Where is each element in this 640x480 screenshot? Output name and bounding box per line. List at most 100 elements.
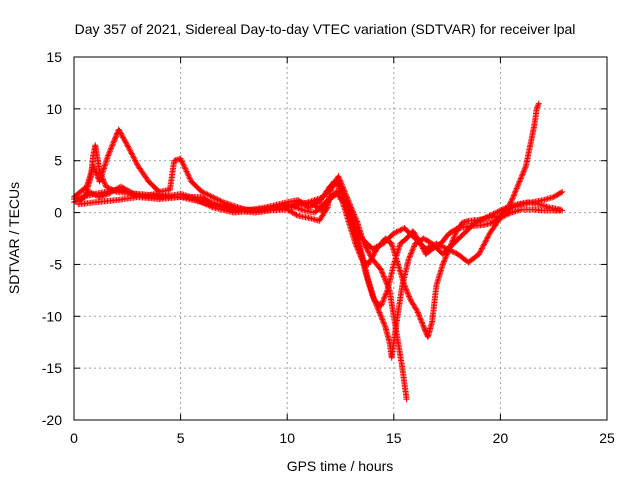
data-point bbox=[441, 258, 447, 265]
data-point bbox=[381, 320, 388, 327]
data-point bbox=[186, 175, 193, 182]
data-point bbox=[517, 177, 524, 183]
data-point bbox=[484, 234, 491, 241]
data-point bbox=[406, 253, 413, 260]
data-point bbox=[365, 249, 372, 256]
x-tick-label: 20 bbox=[493, 430, 509, 446]
data-point bbox=[127, 149, 134, 156]
data-point bbox=[107, 146, 114, 153]
x-tick-label: 15 bbox=[386, 430, 402, 446]
data-point bbox=[365, 260, 372, 267]
y-tick-label: -5 bbox=[50, 256, 63, 272]
data-point bbox=[476, 251, 483, 258]
data-point bbox=[354, 218, 360, 225]
data-point bbox=[182, 165, 189, 172]
data-point bbox=[206, 192, 212, 199]
data-point bbox=[93, 171, 100, 178]
data-point bbox=[476, 249, 483, 256]
data-point bbox=[374, 303, 381, 310]
data-point bbox=[106, 149, 113, 156]
data-point bbox=[511, 189, 518, 196]
data-point bbox=[122, 138, 129, 145]
y-tick-label: -20 bbox=[42, 412, 62, 428]
data-point bbox=[370, 295, 377, 302]
data-point bbox=[210, 194, 217, 201]
data-point bbox=[370, 251, 377, 258]
data-point bbox=[506, 210, 513, 217]
data-point bbox=[471, 219, 478, 226]
data-point bbox=[375, 306, 382, 313]
data-point bbox=[440, 260, 447, 266]
data-point bbox=[450, 249, 457, 256]
data-point bbox=[361, 242, 368, 248]
data-point bbox=[372, 248, 379, 255]
series-arc-5 bbox=[71, 186, 564, 361]
data-point bbox=[390, 230, 397, 237]
data-point bbox=[362, 243, 369, 250]
data-point bbox=[370, 252, 377, 259]
data-point bbox=[414, 309, 421, 316]
data-point bbox=[533, 105, 540, 112]
data-point bbox=[130, 153, 136, 160]
data-series bbox=[71, 100, 566, 403]
data-point bbox=[483, 214, 490, 221]
data-point bbox=[121, 137, 128, 143]
data-point bbox=[92, 168, 99, 175]
data-point bbox=[379, 270, 386, 277]
data-point bbox=[115, 126, 122, 133]
y-tick-label: 10 bbox=[46, 101, 62, 117]
data-point bbox=[413, 306, 420, 313]
data-point bbox=[378, 313, 385, 320]
plot-frame bbox=[73, 56, 608, 421]
data-point bbox=[372, 299, 379, 306]
data-point bbox=[481, 215, 488, 222]
data-point bbox=[439, 261, 446, 268]
data-point bbox=[452, 231, 458, 238]
data-point bbox=[105, 152, 112, 159]
data-point bbox=[477, 217, 484, 224]
data-point bbox=[365, 248, 372, 255]
data-point bbox=[509, 195, 516, 202]
data-point bbox=[132, 192, 139, 199]
data-point bbox=[481, 241, 488, 248]
data-point bbox=[124, 188, 131, 195]
data-point bbox=[510, 192, 517, 199]
data-point bbox=[130, 154, 137, 161]
data-point bbox=[482, 214, 489, 221]
data-point bbox=[516, 179, 522, 186]
data-point bbox=[181, 164, 188, 171]
x-tick-label: 5 bbox=[177, 430, 185, 446]
data-point bbox=[397, 227, 404, 234]
data-point bbox=[129, 151, 136, 158]
data-point bbox=[336, 176, 343, 183]
data-point bbox=[119, 133, 126, 140]
data-point bbox=[339, 193, 346, 200]
data-point bbox=[377, 310, 383, 317]
data-point bbox=[363, 245, 370, 252]
x-tick-label: 25 bbox=[599, 430, 615, 446]
data-point bbox=[418, 242, 425, 249]
data-point bbox=[180, 162, 187, 169]
data-point bbox=[117, 129, 124, 136]
data-point bbox=[375, 308, 382, 315]
data-point bbox=[179, 159, 186, 166]
data-point bbox=[185, 172, 192, 179]
data-point bbox=[535, 102, 542, 108]
data-point bbox=[373, 301, 379, 307]
data-point bbox=[293, 211, 300, 218]
data-point bbox=[381, 294, 388, 301]
y-axis-label: SDTVAR / TECUs bbox=[6, 182, 22, 294]
data-point bbox=[203, 190, 210, 197]
chart-title: Day 357 of 2021, Sidereal Day-to-day VTE… bbox=[75, 21, 576, 37]
data-point bbox=[129, 191, 136, 198]
y-tick-label: 0 bbox=[54, 205, 62, 221]
data-point bbox=[101, 180, 108, 187]
data-point bbox=[371, 296, 378, 303]
data-point bbox=[110, 139, 117, 146]
data-point bbox=[341, 198, 348, 205]
data-point bbox=[407, 296, 414, 303]
data-point bbox=[382, 293, 389, 299]
data-point bbox=[483, 237, 490, 244]
y-tick-label: -10 bbox=[42, 308, 62, 324]
